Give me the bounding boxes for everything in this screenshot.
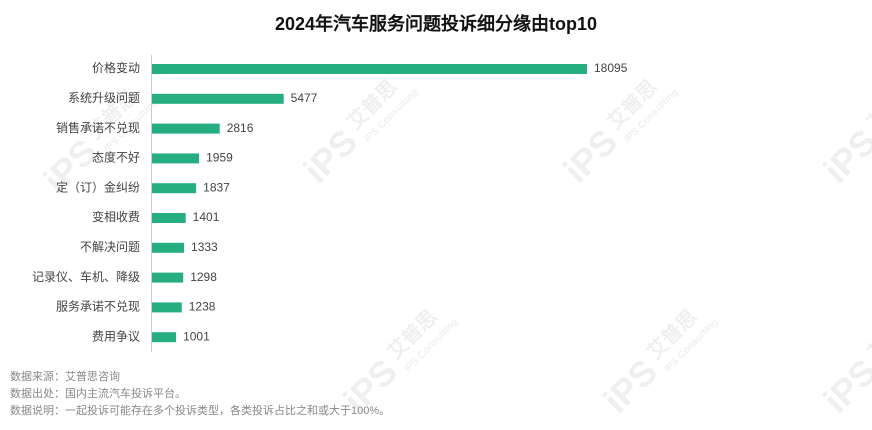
bar [152, 242, 185, 253]
value-label: 1001 [183, 329, 210, 343]
chart-title: 2024年汽车服务问题投诉细分缘由top10 [275, 13, 597, 34]
bar [152, 332, 177, 343]
category-label: 系统升级问题 [68, 91, 140, 105]
category-label: 记录仪、车机、降级 [32, 269, 140, 284]
bar [152, 123, 220, 134]
value-label: 18095 [594, 61, 628, 75]
bar [152, 93, 284, 104]
watermark-name: 艾普思 [602, 75, 661, 134]
category-label: 定（订）金纠纷 [56, 179, 140, 194]
value-label: 5477 [291, 91, 318, 105]
bar [152, 272, 184, 283]
watermark-name: 艾普思 [862, 305, 872, 364]
category-label: 费用争议 [92, 329, 140, 343]
category-label: 不解决问题 [80, 240, 140, 254]
watermark-name: 艾普思 [642, 305, 701, 364]
footnote: 数据出处：国内主流汽车投诉平台。 [10, 386, 186, 400]
category-label: 变相收费 [92, 209, 140, 224]
watermark-logo: iPS [595, 351, 665, 421]
watermark-logo: iPS [815, 351, 872, 421]
value-label: 1238 [189, 300, 216, 314]
category-label: 价格变动 [92, 60, 140, 75]
bar [152, 213, 186, 223]
bar [152, 64, 587, 74]
watermark-name: 艾普思 [342, 75, 401, 134]
value-label: 1333 [191, 240, 218, 254]
value-label: 2816 [227, 121, 254, 135]
watermark-logo: iPS [555, 121, 625, 191]
category-label: 服务承诺不兑现 [56, 299, 140, 314]
value-label: 1837 [203, 180, 230, 194]
watermark-name: 艾普思 [862, 75, 872, 134]
value-label: 1959 [206, 151, 233, 165]
value-label: 1401 [193, 210, 220, 224]
watermark-name: 艾普思 [382, 305, 441, 364]
bar [152, 153, 200, 164]
footnote: 数据说明：一起投诉可能存在多个投诉类型，各类投诉占比之和或大于100%。 [10, 403, 390, 417]
watermark-logo: iPS [295, 121, 365, 191]
value-label: 1298 [190, 270, 217, 284]
footnote: 数据来源：艾普思咨询 [10, 369, 120, 383]
bar [152, 302, 182, 313]
category-label: 态度不好 [92, 150, 140, 165]
bar [152, 183, 197, 194]
category-label: 销售承诺不兑现 [56, 120, 140, 135]
watermark-logo: iPS [815, 121, 872, 191]
